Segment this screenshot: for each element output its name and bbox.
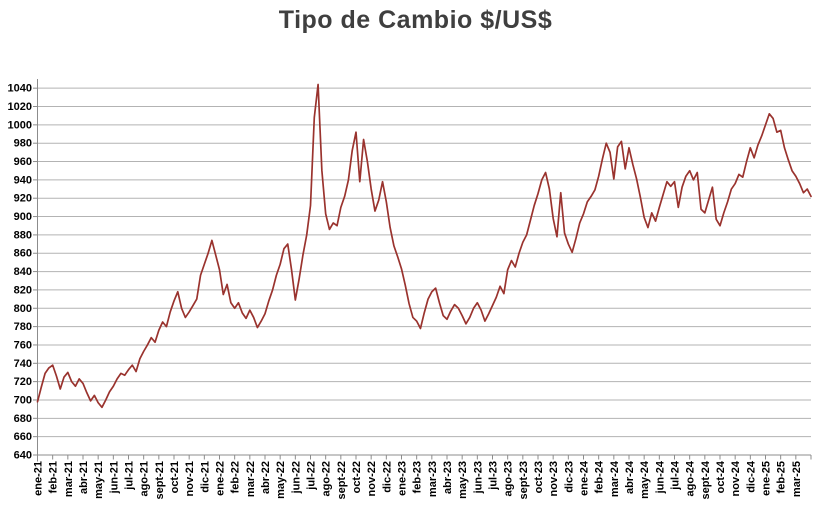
x-axis-label: feb-21 [48, 461, 60, 493]
x-axis-label: sept-21 [154, 461, 166, 500]
x-axis-label: abr-24 [624, 460, 636, 494]
y-axis-label: 960 [14, 156, 32, 168]
x-axis-label: jun-23 [472, 461, 484, 494]
x-axis-label: dic-21 [199, 461, 211, 493]
y-axis-label: 800 [14, 303, 32, 315]
x-axis-label: nov-21 [184, 461, 196, 496]
y-axis-label: 1020 [8, 101, 32, 113]
x-axis-label: jun-21 [108, 461, 120, 494]
y-axis-label: 780 [14, 321, 32, 333]
x-axis-label: feb-23 [412, 461, 424, 493]
x-axis-label: may-23 [457, 461, 469, 499]
x-axis-label: dic-22 [381, 461, 393, 493]
x-axis-label: ene-23 [397, 461, 409, 496]
y-axis-label: 720 [14, 376, 32, 388]
x-axis-label: mar-22 [245, 461, 257, 497]
x-axis-label: ene-21 [33, 461, 45, 496]
x-axis-label: mar-25 [791, 461, 803, 497]
x-axis-label: nov-23 [548, 461, 560, 496]
y-axis-label: 980 [14, 138, 32, 150]
x-axis-label: feb-24 [594, 460, 606, 493]
x-axis-label: oct-24 [715, 460, 727, 493]
y-axis-label: 940 [14, 174, 32, 186]
x-axis-label: abr-21 [78, 461, 90, 494]
x-axis-label: jun-24 [654, 460, 666, 494]
y-axis-label: 1000 [8, 119, 32, 131]
x-axis-label: may-22 [275, 461, 287, 499]
x-axis-label: feb-22 [230, 461, 242, 493]
y-axis-label: 740 [14, 358, 32, 370]
series-line [36, 83, 812, 409]
x-axis-label: may-24 [639, 460, 651, 499]
x-axis-label: ene-22 [215, 461, 227, 496]
y-axis-label: 700 [14, 394, 32, 406]
x-axis-label: oct-23 [533, 461, 545, 493]
y-axis-label: 760 [14, 339, 32, 351]
x-axis-label: mar-23 [427, 461, 439, 497]
x-axis-label: sept-24 [700, 460, 712, 499]
x-axis-label: sept-23 [518, 461, 530, 500]
x-axis-label: mar-21 [63, 461, 75, 497]
y-axis-label: 860 [14, 248, 32, 260]
x-axis-label: oct-21 [169, 461, 181, 493]
x-axis-label: jun-22 [290, 461, 302, 494]
y-axis-label: 880 [14, 229, 32, 241]
y-axis-label: 900 [14, 211, 32, 223]
x-axis-label: dic-24 [745, 460, 757, 493]
x-axis-label: feb-25 [776, 461, 788, 493]
y-axis-label: 820 [14, 284, 32, 296]
x-axis-label: abr-23 [442, 461, 454, 494]
x-axis-label: dic-23 [563, 461, 575, 493]
x-axis-label: ago-22 [321, 461, 333, 496]
x-axis-label: jul-22 [306, 461, 318, 491]
x-axis-label: jul-24 [670, 460, 682, 491]
x-axis-label: ene-25 [761, 461, 773, 496]
x-axis-label: ago-23 [503, 461, 515, 496]
x-axis-label: ene-24 [579, 460, 591, 496]
y-axis-label: 660 [14, 431, 32, 443]
y-axis-label: 640 [14, 450, 32, 462]
y-axis-label: 840 [14, 266, 32, 278]
x-axis-label: abr-22 [260, 461, 272, 494]
x-axis-label: oct-22 [351, 461, 363, 493]
y-axis-label: 1040 [8, 83, 32, 95]
x-axis-label: nov-24 [730, 460, 742, 496]
x-axis-label: ago-21 [139, 461, 151, 496]
x-axis-label: ago-24 [685, 460, 697, 496]
y-axis-label: 920 [14, 193, 32, 205]
chart-title: Tipo de Cambio $/US$ [278, 6, 553, 34]
x-axis-label: jul-21 [124, 461, 136, 491]
y-axis-label: 680 [14, 413, 32, 425]
x-axis-label: sept-22 [336, 461, 348, 500]
x-axis-label: jul-23 [488, 461, 500, 491]
x-axis-label: may-21 [93, 461, 105, 499]
x-axis-label: mar-24 [609, 460, 621, 497]
x-axis-label: nov-22 [366, 461, 378, 496]
